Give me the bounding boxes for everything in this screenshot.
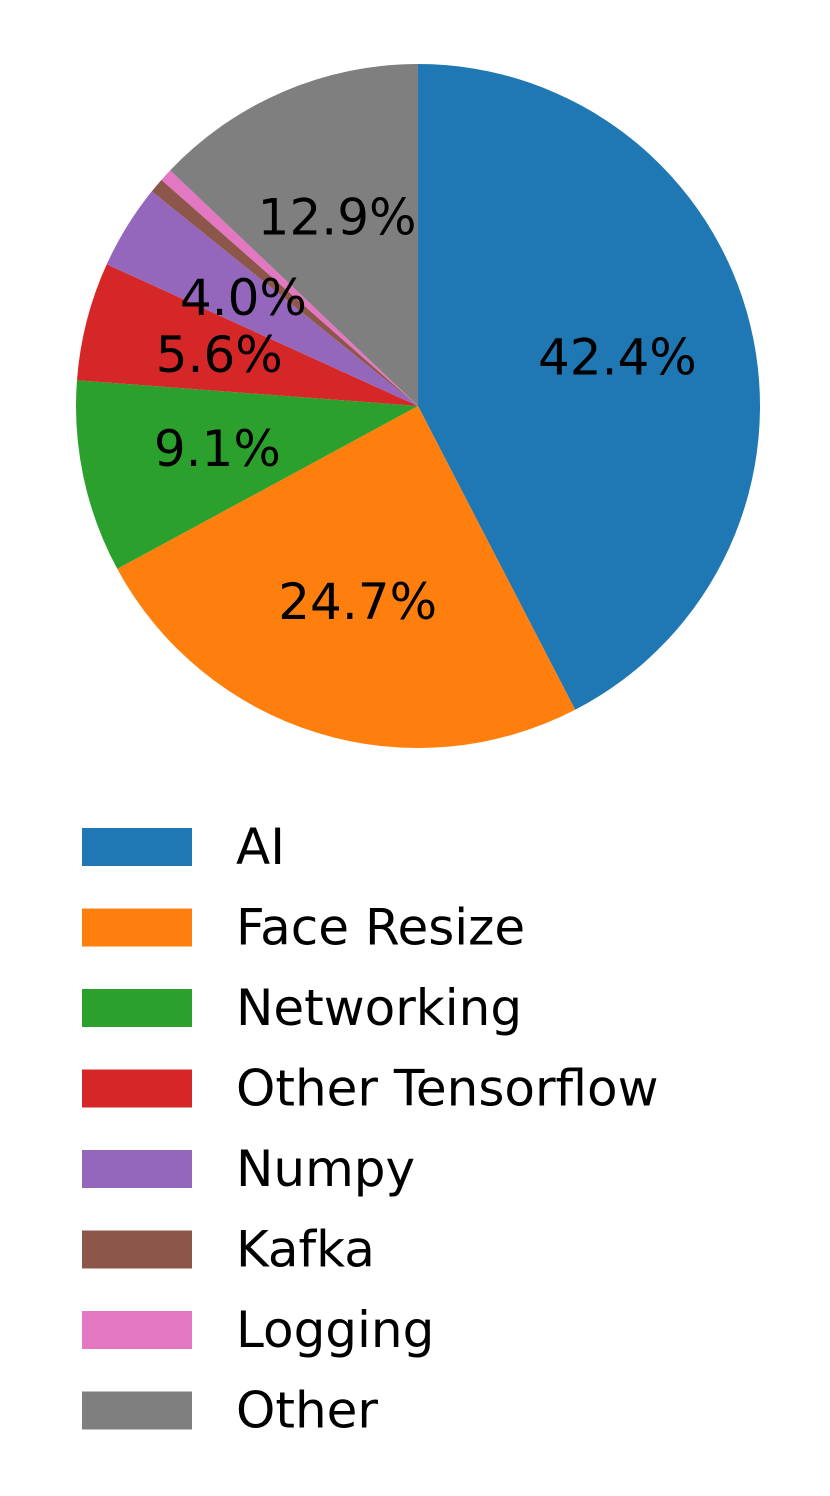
legend-label: Other xyxy=(236,1382,378,1440)
pie-slice-networking xyxy=(75,380,419,569)
pie-slice-numpy xyxy=(106,191,419,406)
legend-entry: Logging xyxy=(82,1301,434,1359)
pie-percent-labels: 42.4% 24.7% 9.1% 5.6%4.0% 12.9% xyxy=(154,188,697,631)
pie-slice-other xyxy=(170,64,418,406)
pie-percent-label: 9.1% xyxy=(154,420,281,478)
legend-entry: Face Resize xyxy=(82,899,525,957)
legend-entry: Other xyxy=(82,1382,378,1440)
pie-slice-face-resize xyxy=(117,406,576,749)
pie-percent-label: 5.6% xyxy=(156,326,283,384)
legend-swatch xyxy=(82,908,192,947)
legend-label: AI xyxy=(236,818,285,876)
pie-percent-label: 4.0% xyxy=(180,269,307,327)
legend-swatch xyxy=(82,1230,192,1269)
legend-entry: Networking xyxy=(82,979,522,1037)
legend-swatch xyxy=(82,828,192,866)
legend-label: Face Resize xyxy=(236,899,525,957)
legend-entry: Numpy xyxy=(82,1140,415,1198)
pie-percent-label: 24.7% xyxy=(278,573,437,631)
pie-slice-other-tensorflow xyxy=(76,264,418,406)
pie-slice-ai xyxy=(418,64,760,710)
legend: AI Face Resize Networking Other Tensorflow N… xyxy=(82,818,659,1440)
legend-swatch xyxy=(82,989,192,1027)
legend-swatch xyxy=(82,1391,192,1430)
legend-label: Networking xyxy=(236,979,522,1037)
legend-entry: Kafka xyxy=(82,1221,375,1279)
legend-label: Numpy xyxy=(236,1140,415,1198)
pie-percent-label: 12.9% xyxy=(258,188,417,246)
legend-entry: Other Tensorflow xyxy=(82,1060,659,1118)
legend-swatch xyxy=(82,1311,192,1349)
legend-label: Kafka xyxy=(236,1221,375,1279)
pie-slice-logging xyxy=(161,170,418,406)
legend-label: Logging xyxy=(236,1301,434,1359)
legend-entry: AI xyxy=(82,818,285,876)
pie-slice-kafka xyxy=(151,179,418,406)
pie-slices xyxy=(75,64,760,749)
legend-swatch xyxy=(82,1150,192,1188)
legend-label: Other Tensorflow xyxy=(236,1060,659,1118)
legend-swatch xyxy=(82,1069,192,1108)
pie-percent-label: 42.4% xyxy=(538,328,697,386)
